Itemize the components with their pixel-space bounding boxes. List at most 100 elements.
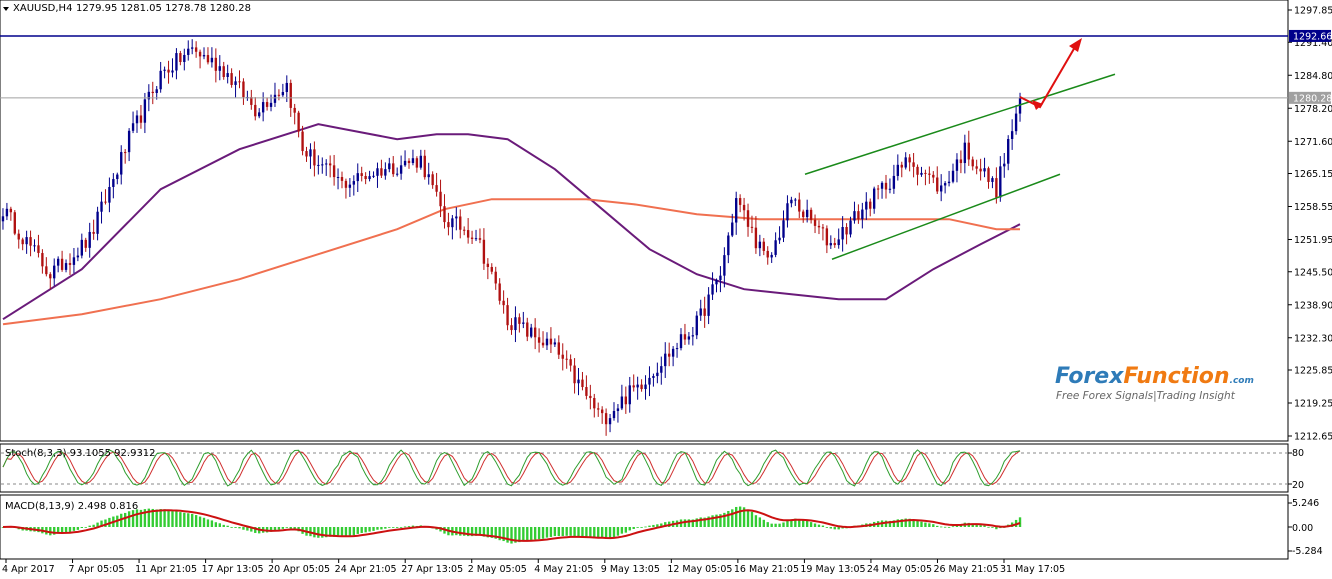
candle <box>549 327 553 353</box>
candle <box>258 108 261 119</box>
macd-bar <box>218 523 221 527</box>
macd-bar <box>328 527 332 537</box>
macd-bar <box>932 524 935 527</box>
macd-bar <box>317 527 320 538</box>
candle <box>463 226 466 236</box>
candle <box>368 170 371 182</box>
candle <box>805 199 809 223</box>
candle <box>841 216 844 252</box>
candle <box>896 154 900 181</box>
main-pane[interactable] <box>0 0 1289 442</box>
macd-bar <box>936 525 939 527</box>
macd-bar <box>64 527 68 533</box>
macd-bar <box>746 509 750 527</box>
candle <box>498 278 501 305</box>
candle <box>695 311 698 340</box>
candle <box>526 317 529 342</box>
candle <box>171 58 174 78</box>
candle <box>108 177 111 213</box>
candle <box>573 358 576 394</box>
candle <box>68 253 72 276</box>
macd-bar <box>92 524 95 527</box>
candle <box>671 346 675 367</box>
time-tick: 9 May 13:05 <box>601 564 660 575</box>
macd-bar <box>624 527 628 533</box>
macd-bar <box>632 527 635 529</box>
macd-bar <box>238 527 241 529</box>
candle <box>194 41 198 58</box>
macd-bar <box>916 520 919 527</box>
macd-bar <box>336 527 340 537</box>
candle <box>979 158 982 181</box>
candle <box>648 366 651 397</box>
macd-bar <box>640 527 643 528</box>
macd-bar <box>549 527 553 537</box>
macd-bar <box>790 519 793 527</box>
candle <box>167 60 170 84</box>
candle <box>825 225 829 254</box>
candle <box>261 92 265 122</box>
macd-bar <box>376 527 379 530</box>
candle <box>865 192 868 220</box>
price-axis: 1297.85 1291.40 1284.80 1278.20 1271.60 1265.… <box>1288 6 1332 443</box>
macd-bar <box>459 527 462 536</box>
candle <box>411 149 415 166</box>
macd-bar <box>908 518 911 527</box>
macd-bar <box>56 527 60 534</box>
candle <box>96 206 99 241</box>
candle <box>131 111 135 134</box>
price-tick: 1278.20 <box>1294 104 1332 115</box>
candle <box>892 164 896 194</box>
candle <box>470 230 474 244</box>
macd-bar <box>356 527 359 534</box>
brand-com: .com <box>1230 376 1254 386</box>
candle <box>17 229 20 249</box>
macd-bar <box>731 509 734 527</box>
candle <box>991 176 994 189</box>
candle <box>104 189 107 205</box>
candle <box>435 172 438 197</box>
candle <box>640 379 643 392</box>
candle <box>5 202 9 221</box>
candle <box>853 201 856 224</box>
candle <box>183 48 186 71</box>
candle <box>202 47 206 60</box>
macd-bar <box>604 527 608 539</box>
macd-bar <box>983 525 986 527</box>
candle <box>214 48 218 83</box>
macd-bar <box>403 526 407 528</box>
candle <box>778 226 781 244</box>
macd-bar <box>660 523 663 527</box>
candle <box>344 178 348 199</box>
macd-bar <box>900 519 903 527</box>
candle <box>577 367 580 396</box>
candle <box>297 110 300 138</box>
stoch-label: Stoch(8,3,3) 93.1055 92.9312 <box>5 448 156 459</box>
candle <box>21 237 24 251</box>
macd-label: MACD(8,13,9) 2.498 0.816 <box>5 501 138 512</box>
macd-bar <box>399 527 403 528</box>
candle <box>325 159 328 176</box>
candle <box>494 266 497 290</box>
candle <box>72 247 76 274</box>
time-tick: 11 Apr 21:05 <box>135 564 197 575</box>
price-tick: 1212.65 <box>1294 432 1332 443</box>
candle <box>439 179 442 218</box>
macd-bar <box>242 527 245 530</box>
stoch-tick-20: 20 <box>1292 480 1304 491</box>
candle <box>352 175 355 196</box>
macd-bar <box>841 527 844 529</box>
stoch-pane[interactable] <box>0 443 1289 493</box>
macd-bar <box>372 527 375 531</box>
macd-bar <box>569 527 572 536</box>
price-tick: 1251.95 <box>1294 235 1332 246</box>
macd-bar <box>817 524 821 527</box>
candle <box>742 197 746 221</box>
macd-bar <box>707 516 710 527</box>
forecast-arrow <box>1019 46 1076 109</box>
macd-bar <box>979 525 982 527</box>
candle <box>522 311 525 329</box>
macd-bar <box>644 526 647 528</box>
price-tick: 1265.15 <box>1294 169 1332 180</box>
